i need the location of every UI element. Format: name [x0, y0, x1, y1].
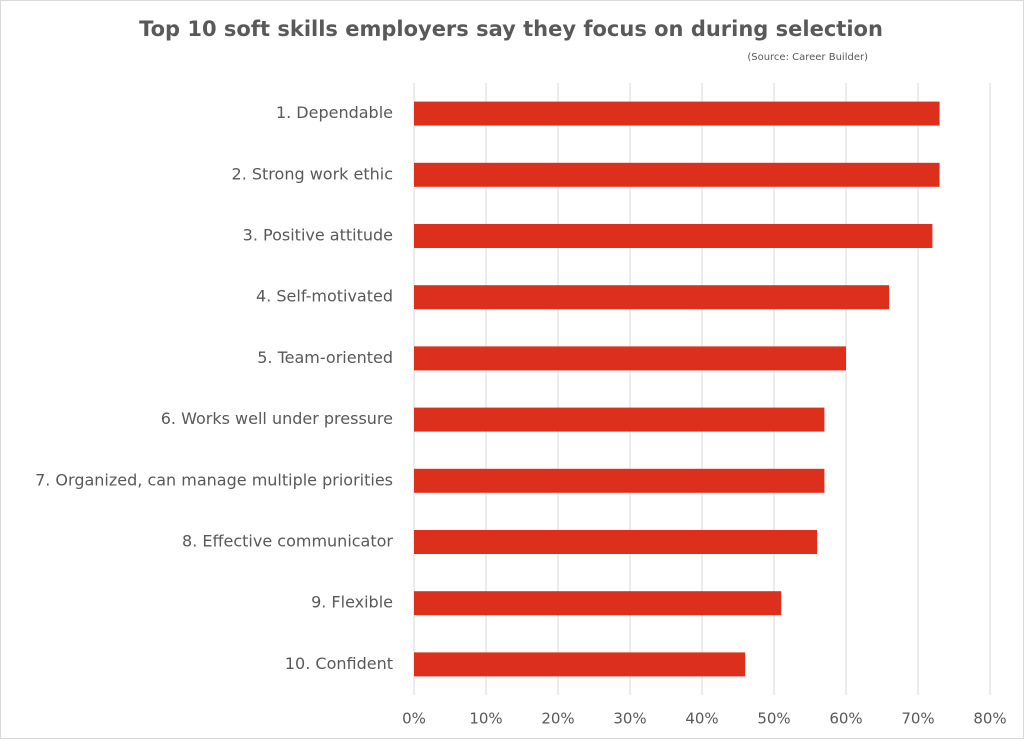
x-tick-label: 60%: [829, 710, 862, 728]
y-tick-label: 2. Strong work ethic: [232, 164, 393, 183]
y-tick-label: 6. Works well under pressure: [161, 409, 393, 428]
y-tick-label: 1. Dependable: [276, 103, 393, 122]
bar: [414, 224, 933, 248]
x-tick-label: 10%: [469, 710, 502, 728]
bar: [414, 162, 940, 187]
y-tick-label: 5. Team-oriented: [257, 348, 393, 367]
x-tick-label: 40%: [685, 710, 718, 728]
x-tick-label: 30%: [613, 710, 646, 728]
x-tick-label: 0%: [402, 710, 426, 728]
y-tick-label: 3. Positive attitude: [243, 226, 393, 245]
y-tick-label: 8. Effective communicator: [182, 532, 393, 551]
y-tick-label: 7. Organized, can manage multiple priori…: [35, 470, 393, 489]
chart-subtitle: (Source: Career Builder): [747, 52, 868, 63]
y-tick-label: 9. Flexible: [311, 593, 393, 612]
x-tick-label: 80%: [973, 710, 1006, 728]
y-tick-label: 4. Self-motivated: [256, 287, 393, 306]
bar: [414, 591, 782, 616]
bar: [414, 285, 890, 310]
bar: [414, 468, 825, 493]
bar: [414, 652, 746, 677]
chart-title: Top 10 soft skills employers say they fo…: [139, 17, 883, 41]
x-tick-label: 20%: [541, 710, 574, 728]
bar: [414, 530, 818, 554]
bar: [414, 407, 825, 432]
x-tick-label: 70%: [901, 710, 934, 728]
bar: [414, 346, 846, 371]
y-tick-label: 10. Confident: [285, 654, 393, 673]
x-tick-label: 50%: [757, 710, 790, 728]
bar: [414, 101, 940, 126]
